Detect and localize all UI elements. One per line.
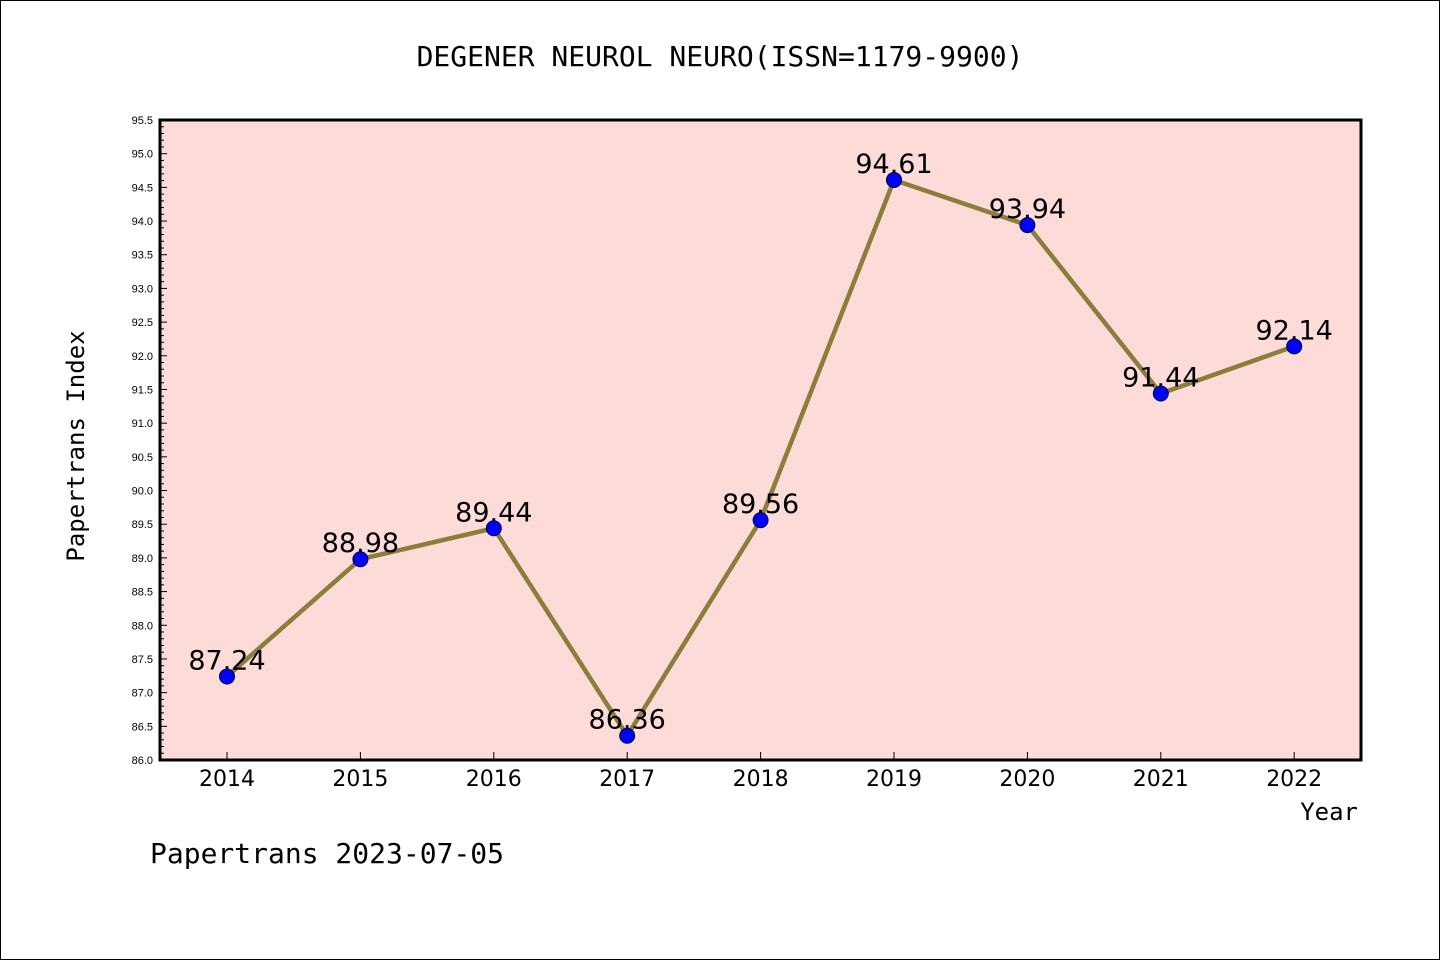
- x-tick-label: 2018: [733, 767, 789, 792]
- data-label-layer: 87.2488.9889.4486.3689.5694.6193.9491.44…: [188, 149, 1333, 744]
- y-tick-label: 90.0: [132, 486, 153, 498]
- data-point: [886, 171, 902, 188]
- y-tick-label: 92.0: [132, 351, 153, 363]
- x-tick-label: 2017: [599, 767, 655, 792]
- y-tick-label: 93.5: [132, 250, 153, 262]
- y-tick-label: 90.5: [132, 452, 153, 464]
- data-point: [219, 668, 235, 685]
- x-tick-label: 2020: [999, 767, 1055, 792]
- data-point: [619, 727, 636, 744]
- y-tick-label: 91.0: [132, 418, 153, 430]
- y-tick-label: 95.0: [132, 149, 153, 161]
- chart-title: DEGENER NEUROL NEURO(ISSN=1179-9900): [417, 40, 1024, 73]
- y-tick-label: 89.5: [132, 519, 153, 531]
- x-tick-label: 2019: [866, 767, 922, 792]
- plot-area: [160, 120, 1361, 760]
- y-tick-label: 95.5: [132, 115, 153, 127]
- data-point: [752, 512, 769, 529]
- y-tick-label: 86.0: [132, 755, 153, 767]
- x-tick-label: 2021: [1133, 767, 1189, 792]
- y-tick-label: 88.5: [132, 587, 153, 599]
- y-axis-label: Papertrans Index: [62, 330, 90, 561]
- y-axis: 86.0 86.5 87.0 87.5 88.0 88.5 89.0 89.5 90.0 90.5…: [132, 115, 167, 767]
- x-tick-label: 2022: [1266, 767, 1322, 792]
- data-point: [352, 551, 369, 568]
- data-point: [1019, 217, 1036, 234]
- x-tick-label: 2015: [332, 767, 388, 792]
- plot-border: [158, 118, 1363, 762]
- data-point: [485, 520, 502, 537]
- y-tick-label: 89.0: [132, 553, 153, 565]
- y-tick-label: 86.5: [132, 721, 153, 733]
- x-tick-label: 2016: [466, 767, 522, 792]
- y-tick-label: 94.5: [132, 182, 153, 194]
- y-tick-label: 94.0: [132, 216, 153, 228]
- y-tick-label: 91.5: [132, 384, 153, 396]
- x-axis-label: Year: [1300, 798, 1358, 826]
- footer-text: Papertrans 2023-07-05: [150, 837, 504, 870]
- y-tick-label: 93.0: [132, 283, 153, 295]
- y-tick-label: 87.5: [132, 654, 153, 666]
- data-point: [1286, 338, 1303, 355]
- data-point: [1152, 385, 1169, 402]
- y-tick-label: 92.5: [132, 317, 153, 329]
- y-tick-label: 88.0: [132, 620, 153, 632]
- x-tick-label: 2014: [199, 767, 255, 792]
- y-tick-label: 87.0: [132, 688, 153, 700]
